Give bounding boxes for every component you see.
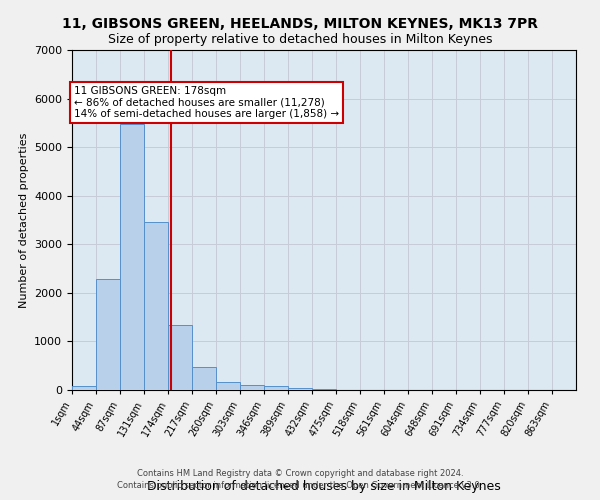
- Bar: [145, 222, 168, 390]
- Bar: [96, 280, 119, 390]
- X-axis label: Distribution of detached houses by size in Milton Keynes: Distribution of detached houses by size …: [147, 480, 501, 493]
- Bar: [264, 386, 288, 390]
- Bar: [169, 326, 192, 390]
- Bar: [72, 386, 95, 390]
- Text: Contains HM Land Registry data © Crown copyright and database right 2024.
Contai: Contains HM Land Registry data © Crown c…: [118, 468, 482, 490]
- Bar: [240, 385, 264, 390]
- Text: Size of property relative to detached houses in Milton Keynes: Size of property relative to detached ho…: [108, 32, 492, 46]
- Bar: [312, 388, 335, 390]
- Y-axis label: Number of detached properties: Number of detached properties: [19, 132, 29, 308]
- Bar: [216, 382, 240, 390]
- Text: 11 GIBSONS GREEN: 178sqm
← 86% of detached houses are smaller (11,278)
14% of se: 11 GIBSONS GREEN: 178sqm ← 86% of detach…: [74, 86, 339, 119]
- Bar: [120, 124, 143, 390]
- Bar: [192, 366, 216, 390]
- Text: 11, GIBSONS GREEN, HEELANDS, MILTON KEYNES, MK13 7PR: 11, GIBSONS GREEN, HEELANDS, MILTON KEYN…: [62, 18, 538, 32]
- Bar: [288, 388, 312, 390]
